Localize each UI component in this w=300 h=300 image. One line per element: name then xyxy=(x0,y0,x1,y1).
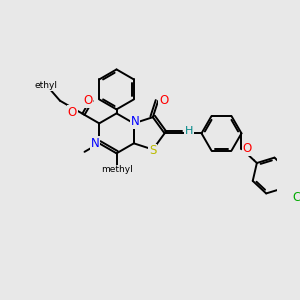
Text: N: N xyxy=(131,116,140,128)
Text: Cl: Cl xyxy=(292,191,300,204)
Text: O: O xyxy=(68,106,77,118)
Text: N: N xyxy=(91,137,99,150)
Text: H: H xyxy=(185,126,194,136)
Text: O: O xyxy=(159,94,168,107)
Text: O: O xyxy=(242,142,252,155)
Text: O: O xyxy=(83,94,92,107)
Text: methyl: methyl xyxy=(101,165,132,174)
Text: S: S xyxy=(149,144,157,158)
Text: ethyl: ethyl xyxy=(35,81,58,90)
